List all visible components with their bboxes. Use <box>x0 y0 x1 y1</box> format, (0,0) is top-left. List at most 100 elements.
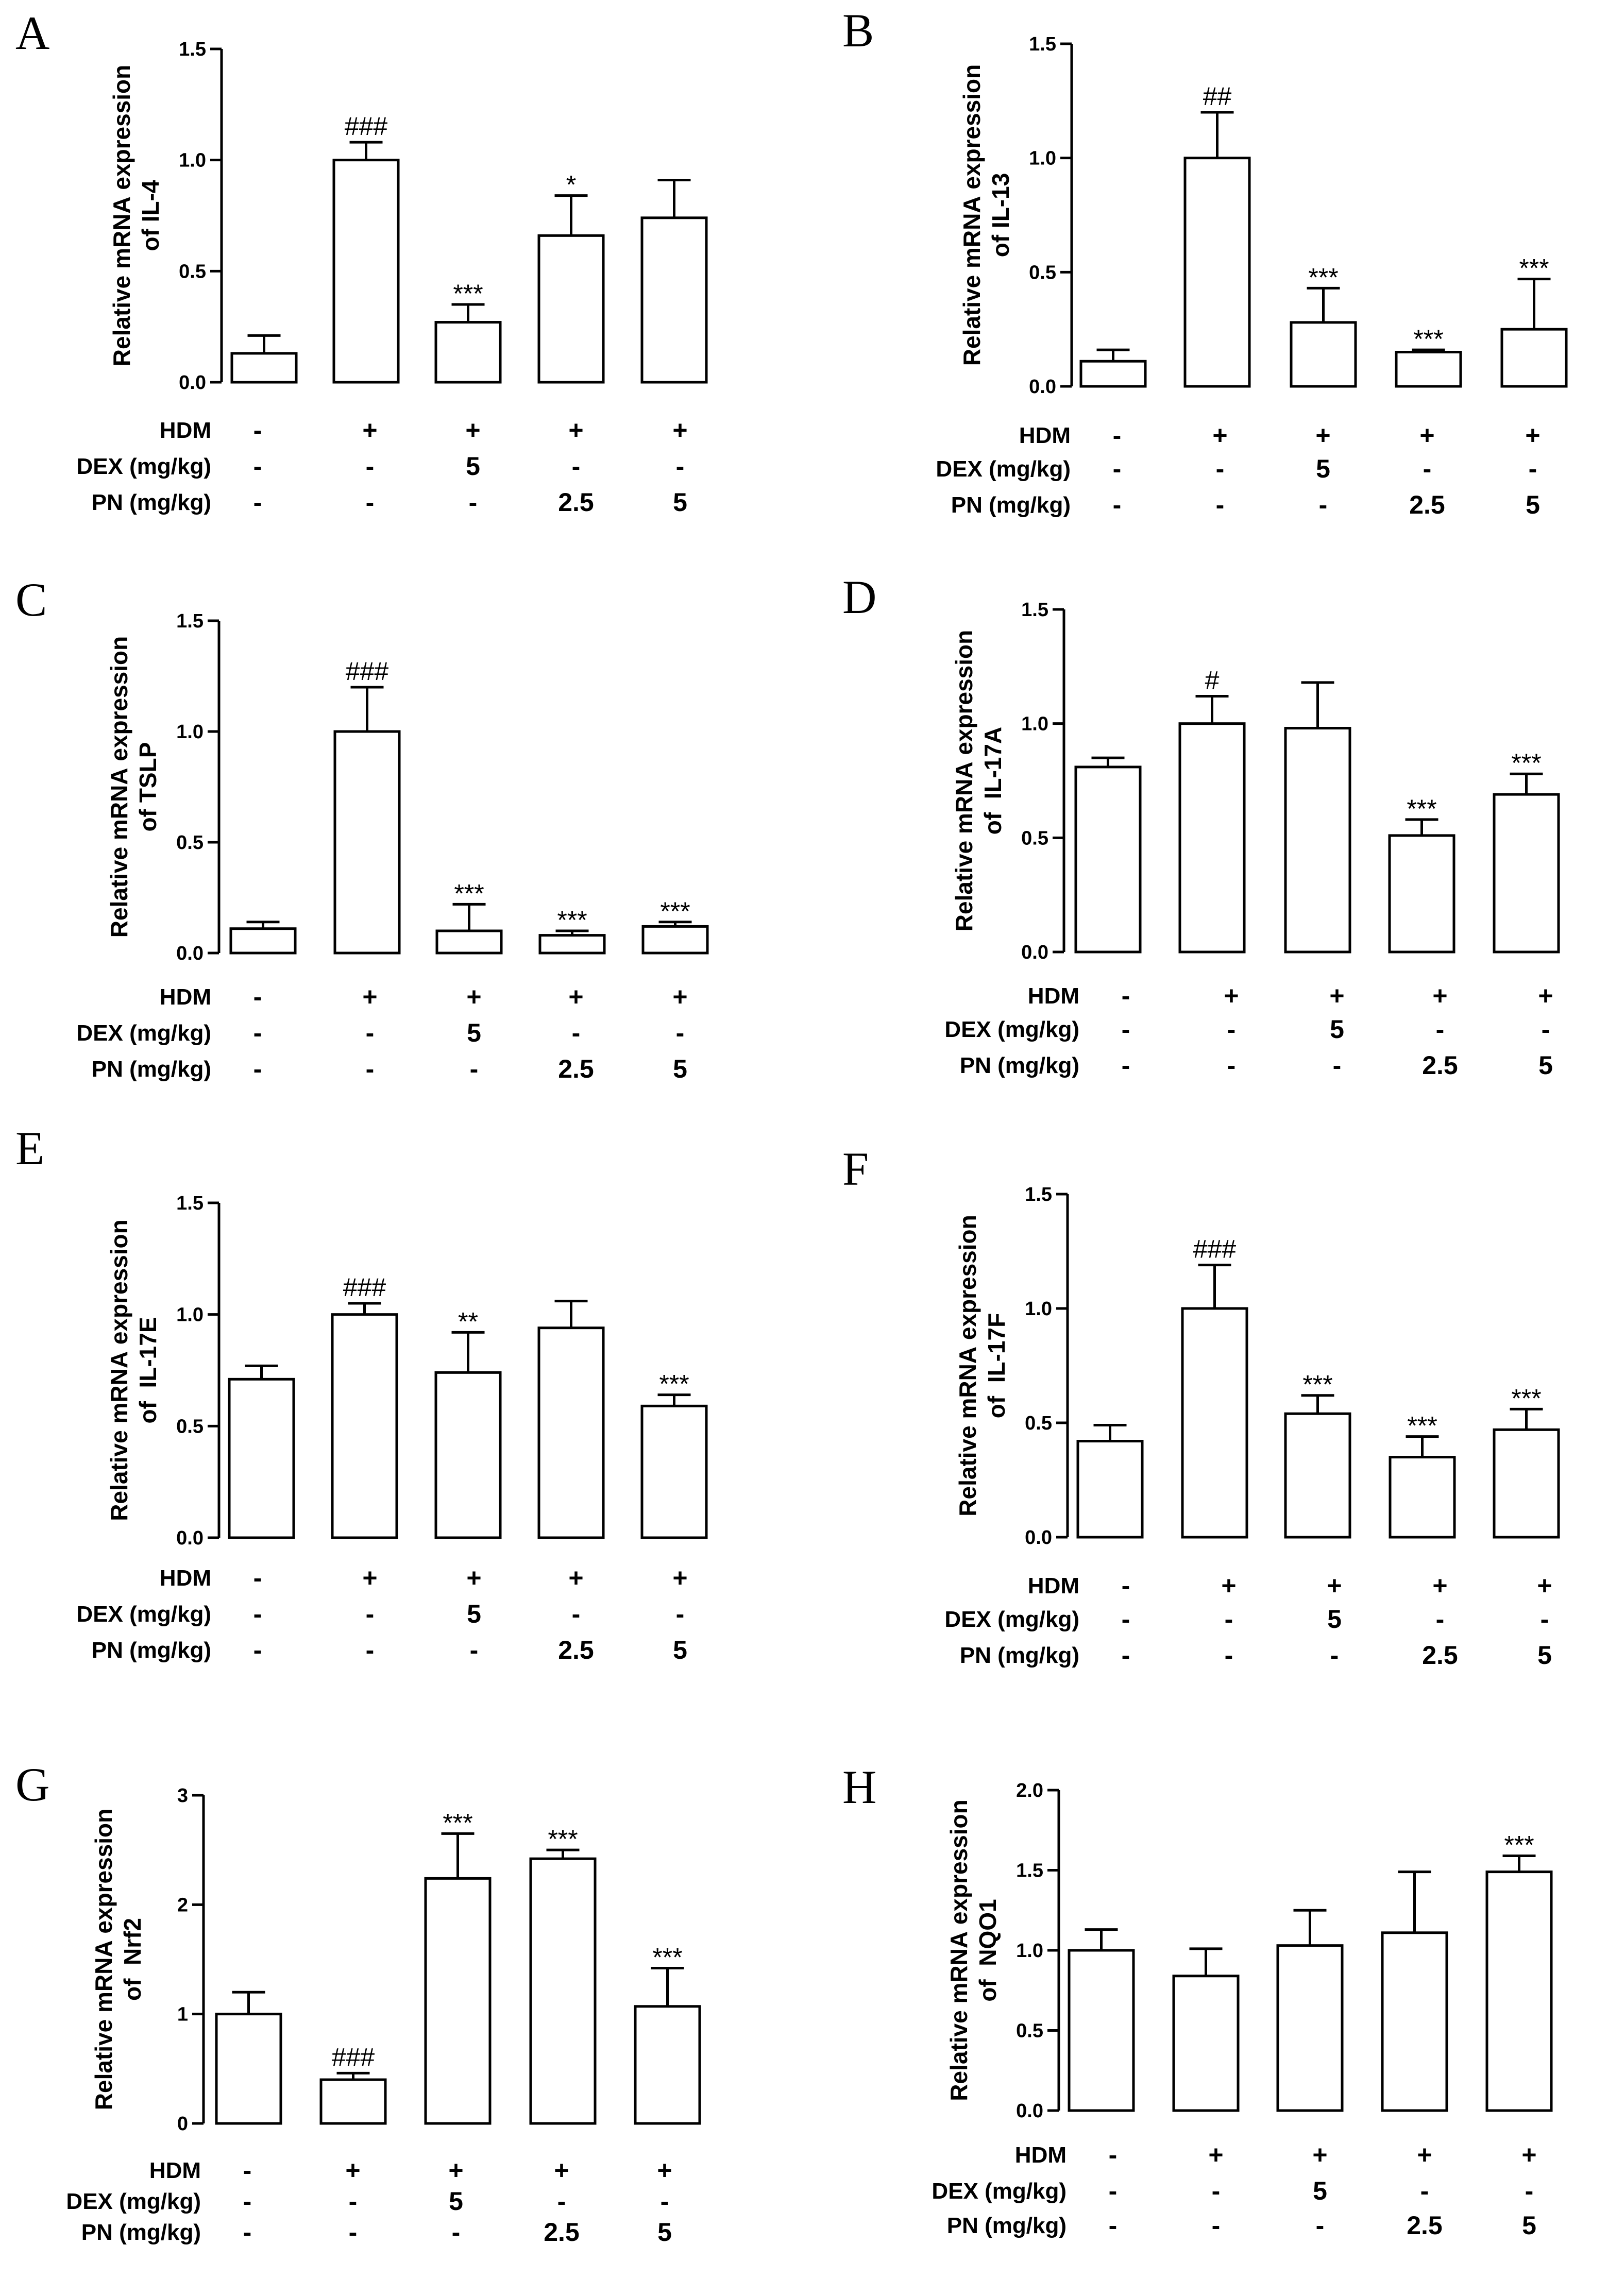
y-axis-label-line-a-1: of IL-4 <box>137 180 164 251</box>
condition-hdm-a-2: + <box>465 416 480 445</box>
condition-pn-f-2: - <box>1330 1641 1339 1670</box>
bar-c-4 <box>641 925 709 955</box>
condition-label-dex-d: DEX (mg/kg) <box>944 1017 1079 1042</box>
condition-label-hdm-d: HDM <box>1028 983 1079 1009</box>
condition-dex-a-0: - <box>253 452 262 481</box>
condition-hdm-b-0: - <box>1113 421 1122 450</box>
significance-d-3: *** <box>1407 794 1436 823</box>
condition-pn-d-4: 5 <box>1538 1051 1553 1080</box>
bar-h-2 <box>1276 1944 1344 2112</box>
y-axis-label-line-h-1: of NQO1 <box>974 1899 1001 2001</box>
y-tick-label-f-1: 0.5 <box>1025 1413 1052 1434</box>
bar-c-1 <box>333 730 401 955</box>
condition-hdm-d-0: - <box>1122 981 1130 1010</box>
panel-letter-e: E <box>15 1122 44 1175</box>
condition-dex-e-0: - <box>253 1600 262 1628</box>
condition-dex-c-4: - <box>676 1018 685 1047</box>
significance-a-3: * <box>566 171 576 199</box>
condition-pn-g-3: 2.5 <box>544 2218 580 2247</box>
y-tick-label-e-0: 0.0 <box>176 1527 204 1549</box>
y-axis-label-line-g-0: Relative mRNA expression <box>90 1809 117 2110</box>
condition-hdm-g-1: + <box>345 2156 360 2185</box>
condition-pn-c-2: - <box>470 1055 479 1083</box>
condition-dex-e-1: - <box>366 1600 375 1628</box>
significance-g-2: *** <box>443 1808 472 1837</box>
condition-dex-f-0: - <box>1122 1605 1130 1634</box>
condition-pn-f-1: - <box>1225 1641 1233 1670</box>
y-axis-label-line-e-0: Relative mRNA expression <box>106 1219 132 1521</box>
condition-pn-a-0: - <box>253 488 262 517</box>
y-axis-label-line-f-0: Relative mRNA expression <box>954 1215 981 1516</box>
y-tick-label-c-3: 1.5 <box>176 610 204 632</box>
condition-pn-a-3: 2.5 <box>558 488 594 517</box>
y-axis-label-line-g-1: of Nrf2 <box>119 1918 146 2001</box>
significance-b-4: *** <box>1519 254 1549 283</box>
condition-dex-d-1: - <box>1227 1015 1236 1044</box>
significance-b-2: *** <box>1308 263 1338 292</box>
condition-label-pn-c: PN (mg/kg) <box>92 1057 211 1082</box>
panel-letter-f: F <box>842 1143 869 1195</box>
bar-g-3 <box>529 1857 597 2125</box>
bar-h-4 <box>1485 1870 1553 2112</box>
condition-label-dex-g: DEX (mg/kg) <box>66 2189 201 2214</box>
condition-dex-c-2: 5 <box>467 1018 481 1047</box>
bar-d-4 <box>1493 793 1560 954</box>
bar-e-1 <box>331 1313 398 1539</box>
significance-d-4: *** <box>1511 749 1541 777</box>
condition-pn-h-3: 2.5 <box>1407 2211 1443 2240</box>
condition-hdm-b-2: + <box>1315 421 1330 450</box>
condition-hdm-h-2: + <box>1312 2140 1327 2169</box>
condition-hdm-d-3: + <box>1432 981 1447 1010</box>
condition-label-dex-c: DEX (mg/kg) <box>76 1021 211 1046</box>
condition-hdm-h-1: + <box>1208 2140 1223 2169</box>
y-axis-label-line-e-1: of IL-17E <box>134 1317 161 1423</box>
condition-dex-d-4: - <box>1542 1015 1550 1044</box>
y-axis-label-c: Relative mRNA expressionof TSLP <box>106 636 161 938</box>
condition-pn-h-0: - <box>1109 2211 1118 2240</box>
bar-e-4 <box>640 1404 708 1539</box>
bar-e-2 <box>434 1371 502 1539</box>
significance-a-2: *** <box>453 279 483 308</box>
bar-g-0 <box>215 2013 282 2125</box>
bar-e-3 <box>537 1326 605 1539</box>
condition-pn-a-1: - <box>366 488 375 517</box>
bar-h-1 <box>1172 1975 1240 2112</box>
condition-pn-h-2: - <box>1316 2211 1325 2240</box>
condition-pn-c-4: 5 <box>673 1055 687 1083</box>
y-tick-label-b-1: 0.5 <box>1029 262 1056 283</box>
y-tick-label-h-3: 1.5 <box>1016 1860 1043 1882</box>
bar-a-2 <box>434 321 502 384</box>
condition-label-pn-b: PN (mg/kg) <box>951 492 1071 518</box>
condition-dex-f-1: - <box>1225 1605 1233 1634</box>
condition-hdm-f-4: + <box>1537 1571 1552 1600</box>
significance-c-4: *** <box>660 897 690 926</box>
condition-pn-g-4: 5 <box>657 2218 672 2247</box>
y-axis-label-line-b-0: Relative mRNA expression <box>958 64 985 366</box>
y-tick-label-a-0: 0.0 <box>179 372 206 394</box>
y-tick-label-h-4: 2.0 <box>1016 1780 1043 1801</box>
condition-hdm-e-1: + <box>362 1563 377 1592</box>
condition-pn-g-2: - <box>452 2218 461 2247</box>
condition-dex-e-4: - <box>676 1600 685 1628</box>
condition-hdm-g-4: + <box>657 2156 672 2185</box>
condition-dex-h-2: 5 <box>1313 2176 1327 2205</box>
condition-hdm-c-2: + <box>466 982 481 1011</box>
y-axis-label-e: Relative mRNA expressionof IL-17E <box>106 1219 161 1521</box>
y-tick-label-b-2: 1.0 <box>1029 148 1056 169</box>
condition-dex-b-3: - <box>1423 454 1432 483</box>
y-tick-label-f-3: 1.5 <box>1025 1184 1052 1205</box>
bar-f-2 <box>1284 1412 1351 1539</box>
significance-f-2: *** <box>1302 1370 1332 1399</box>
y-tick-label-d-0: 0.0 <box>1021 942 1048 963</box>
condition-hdm-g-2: + <box>448 2156 463 2185</box>
condition-pn-f-3: 2.5 <box>1422 1641 1458 1670</box>
significance-b-3: *** <box>1413 325 1443 353</box>
condition-dex-b-1: - <box>1216 454 1225 483</box>
y-tick-label-e-2: 1.0 <box>176 1304 204 1326</box>
panel-letter-d: D <box>842 571 876 623</box>
y-axis-label-f: Relative mRNA expressionof IL-17F <box>954 1215 1010 1516</box>
condition-hdm-g-0: - <box>243 2156 252 2185</box>
bar-g-4 <box>634 2005 701 2125</box>
condition-dex-a-4: - <box>676 452 685 481</box>
